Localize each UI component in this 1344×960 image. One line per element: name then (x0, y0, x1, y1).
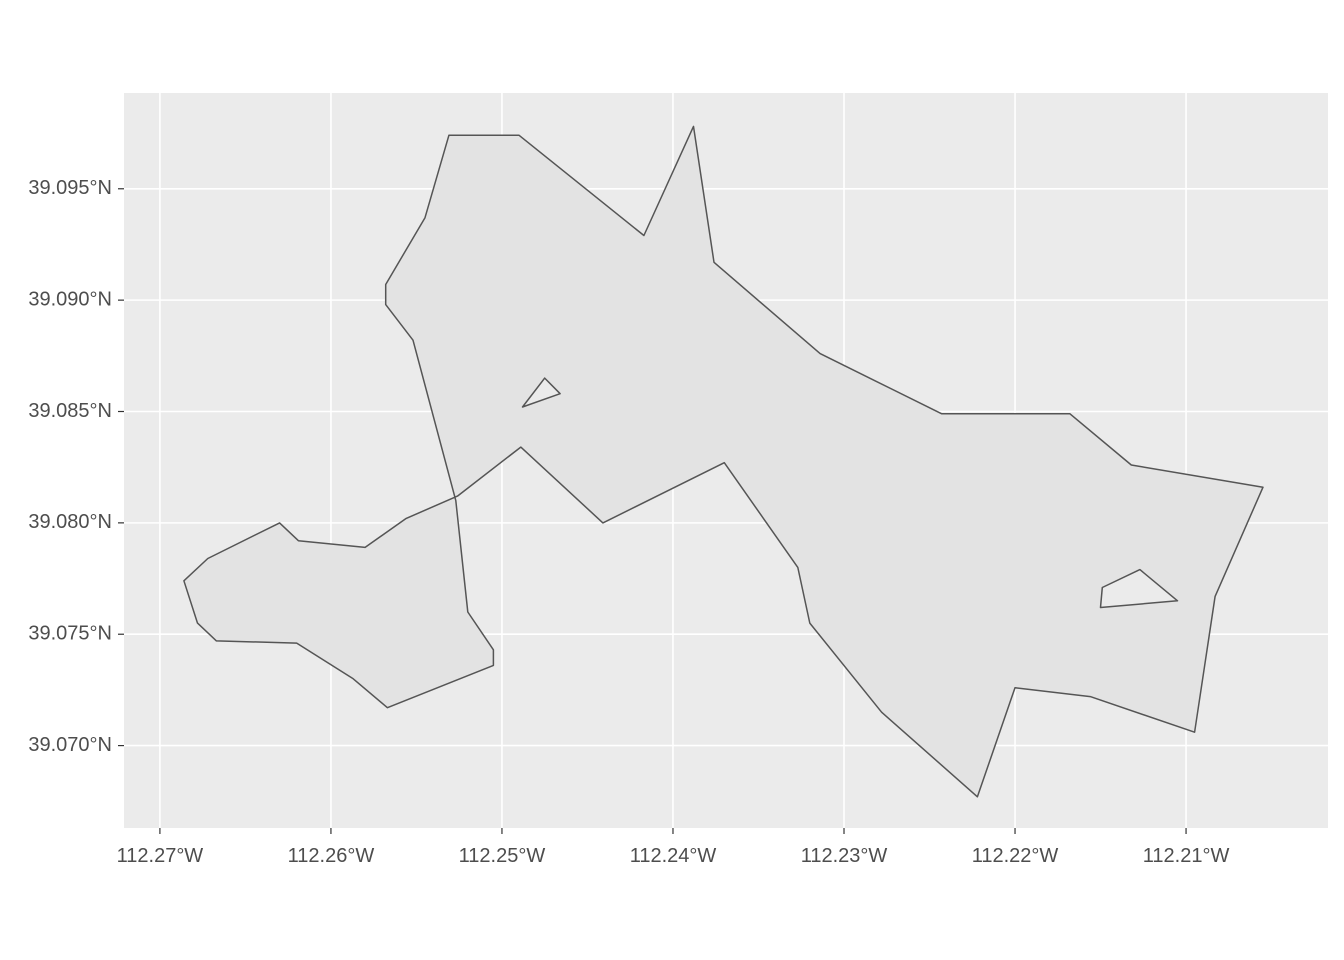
x-tick-label-1: 112.26°W (288, 845, 375, 867)
y-tick-label-1: 39.090°N (28, 288, 112, 310)
x-tick-label-3: 112.24°W (630, 845, 717, 867)
y-tick-label-5: 39.070°N (28, 734, 112, 756)
polygon-main (183, 125, 1264, 798)
y-tick-label-4: 39.075°N (28, 623, 112, 645)
y-tick-label-0: 39.095°N (28, 177, 112, 199)
x-tick-label-2: 112.25°W (459, 845, 546, 867)
y-tick-label-3: 39.080°N (28, 511, 112, 533)
y-axis: 39.095°N 39.090°N 39.085°N 39.080°N 39.075°N… (28, 177, 124, 756)
x-axis: 112.27°W 112.26°W 112.25°W 112.24°W 112.23°W… (117, 828, 1230, 867)
x-tick-label-6: 112.21°W (1143, 845, 1230, 867)
y-tick-label-2: 39.085°N (28, 400, 112, 422)
x-tick-label-4: 112.23°W (801, 845, 888, 867)
x-tick-label-0: 112.27°W (117, 845, 204, 867)
x-tick-label-5: 112.22°W (972, 845, 1059, 867)
polygon-layer (183, 125, 1264, 798)
